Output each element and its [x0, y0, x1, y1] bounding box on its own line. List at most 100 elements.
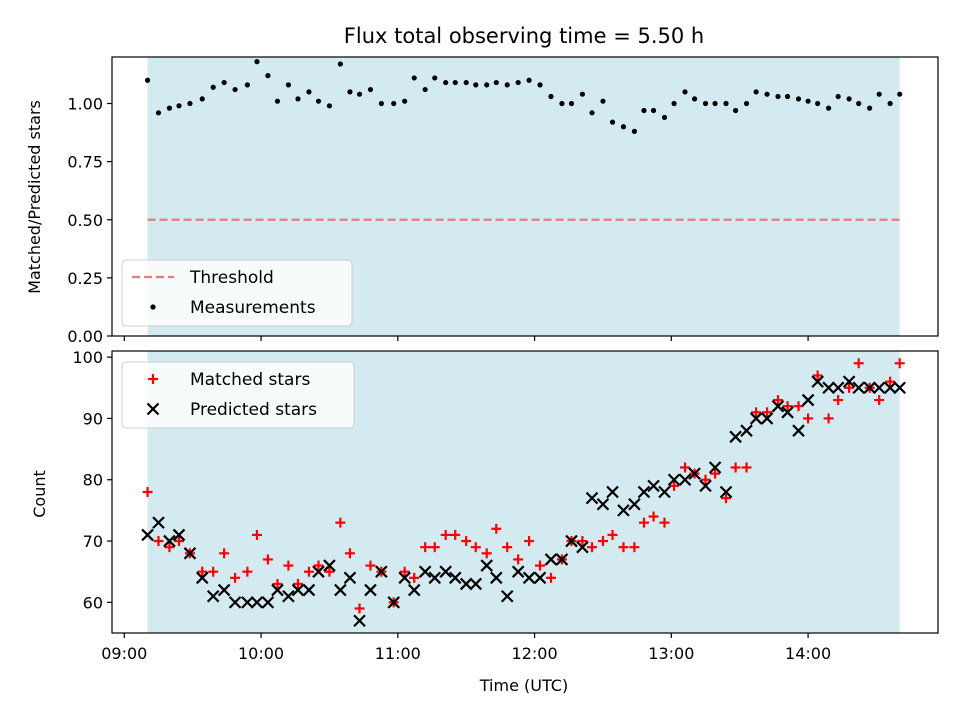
matched-star-point	[324, 566, 335, 577]
predicted-star-point	[428, 571, 442, 585]
predicted-star-point	[749, 412, 763, 425]
measurement-point	[559, 100, 565, 107]
cross-bar-b	[469, 577, 483, 591]
matched-star-point	[142, 487, 153, 497]
matched-star-point	[513, 554, 524, 565]
measurement-point	[805, 98, 811, 104]
measurement-point	[274, 98, 281, 104]
top-y-tick-label: 0.25	[67, 269, 103, 288]
predicted-star-point	[831, 381, 845, 395]
measurement-point	[378, 100, 385, 107]
measurement-point	[337, 61, 343, 67]
predicted-star-point	[617, 504, 630, 517]
bottom-x-tick-label: 09:00	[101, 644, 147, 663]
predicted-star-point	[576, 540, 589, 554]
predicted-star-point	[883, 381, 897, 395]
cross-bar-b	[343, 571, 357, 585]
measurement-point	[631, 128, 638, 134]
bottom-panel: 60 70 80 90 100 09:00 10:00 11:00 12:00 13:00 14:…	[30, 348, 939, 695]
predicted-star-point	[781, 406, 794, 419]
cross-bar-b	[302, 583, 316, 597]
matched-star-point	[545, 572, 556, 583]
predicted-star-point	[459, 577, 473, 591]
matched-star-point	[153, 536, 164, 547]
matched-star-point	[629, 542, 640, 553]
cross-bar-b	[271, 583, 284, 597]
cross-bar-b	[282, 589, 295, 603]
predicted-stars-points	[141, 375, 906, 628]
predicted-star-point	[323, 559, 336, 572]
predicted-star-point	[565, 534, 578, 548]
cross-bar-b	[183, 547, 197, 560]
matched-star-point	[669, 480, 680, 491]
matched-star-point	[429, 542, 440, 553]
measurement-point	[867, 105, 873, 111]
cross-bar-b	[872, 381, 886, 395]
bottom-x-ticks: 09:00 10:00 11:00 12:00 13:00 14:00	[101, 633, 831, 663]
measurement-point	[682, 89, 688, 95]
matched-star-point	[262, 554, 273, 565]
cross-bar-b	[480, 559, 493, 572]
predicted-star-point	[500, 589, 514, 603]
matched-star-point	[648, 511, 659, 522]
predicted-star-point	[228, 596, 242, 609]
cross-bar-b	[781, 406, 794, 419]
predicted-star-point	[822, 381, 835, 395]
matched-star-point	[597, 536, 608, 547]
predicted-star-point	[469, 577, 483, 591]
top-legend: Threshold Measurements	[121, 259, 353, 327]
measurement-point	[526, 77, 532, 83]
matched-star-point	[208, 566, 219, 577]
predicted-star-point	[522, 571, 536, 585]
predicted-star-point	[250, 596, 264, 609]
matched-star-point	[577, 536, 588, 547]
cross-bar-b	[771, 399, 785, 413]
cross-bar-b	[241, 596, 254, 609]
measurement-point	[537, 82, 543, 88]
legend-measurements-swatch	[150, 304, 156, 310]
top-y-ticks: 0.00 0.25 0.50 0.75 1.00	[67, 95, 112, 346]
cross-bar-b	[418, 565, 432, 578]
bottom-x-tick-label: 11:00	[375, 644, 421, 663]
top-y-tick-label: 0.00	[67, 327, 103, 346]
matched-star-point	[607, 529, 618, 540]
measurement-point	[221, 79, 227, 86]
matched-star-point	[450, 529, 461, 540]
cross-bar-b	[195, 571, 209, 585]
predicted-star-point	[863, 381, 876, 395]
matched-star-point	[710, 468, 721, 479]
matched-star-point	[844, 382, 855, 393]
predicted-star-point	[688, 467, 701, 480]
predicted-star-point	[364, 583, 377, 597]
measurement-point	[887, 100, 893, 107]
legend-predicted-swatch	[146, 402, 160, 416]
bottom-x-tick-label: 14:00	[785, 644, 831, 663]
measurement-point	[753, 89, 759, 95]
predicted-star-point	[353, 614, 366, 628]
predicted-star-point	[637, 485, 651, 499]
predicted-star-point	[334, 583, 347, 597]
cross-bar-b	[883, 381, 897, 395]
predicted-star-point	[801, 393, 815, 407]
cross-bar-b	[863, 381, 876, 395]
matched-star-point	[772, 395, 783, 406]
cross-bar-b	[291, 583, 305, 597]
measurement-point	[166, 105, 173, 111]
cross-bar-b	[678, 473, 692, 487]
top-x-ticks	[123, 336, 809, 341]
measurement-point	[795, 96, 802, 102]
cross-bar-b	[647, 479, 660, 493]
cross-bar-b	[749, 412, 763, 425]
measurement-point	[856, 100, 862, 107]
matched-star-point	[303, 566, 314, 577]
chart-title: Flux total observing time = 5.50 h	[344, 24, 704, 48]
measurement-point	[825, 105, 832, 111]
matched-star-point	[803, 413, 814, 424]
matched-star-point	[219, 548, 230, 559]
cross-bar-b	[217, 583, 231, 597]
cross-bar-b	[353, 614, 366, 628]
predicted-star-point	[163, 534, 176, 548]
cross-bar-b	[822, 381, 835, 395]
measurement-point	[402, 98, 408, 104]
matched-star-point	[823, 413, 834, 424]
